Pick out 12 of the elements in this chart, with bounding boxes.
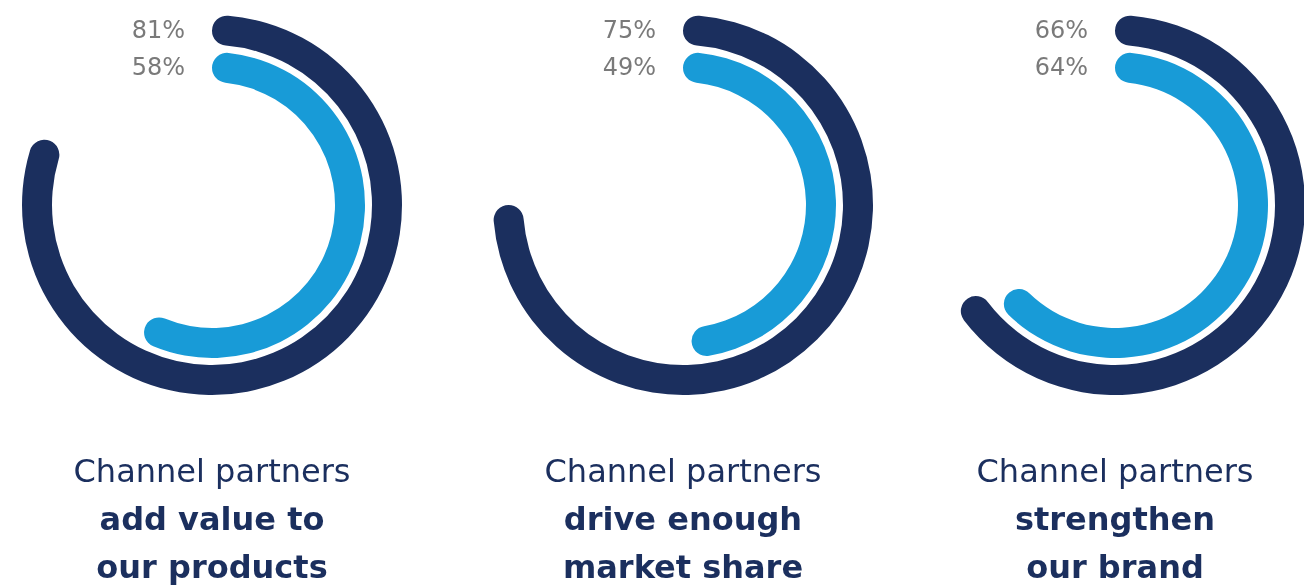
data-label: 49% — [602, 53, 656, 82]
text: add value to our products — [96, 500, 328, 585]
text: Channel partners — [544, 452, 822, 490]
data-label: 81% — [131, 16, 185, 45]
data-label: 64% — [1034, 53, 1088, 82]
data-label: 75% — [602, 16, 656, 45]
text: Channel partners — [73, 452, 351, 490]
text: strengthen our brand — [1014, 500, 1216, 585]
data-label: 66% — [1034, 16, 1088, 45]
text: drive enough market share — [562, 500, 804, 585]
data-label: 58% — [131, 53, 185, 82]
text: Channel partners — [976, 452, 1254, 490]
